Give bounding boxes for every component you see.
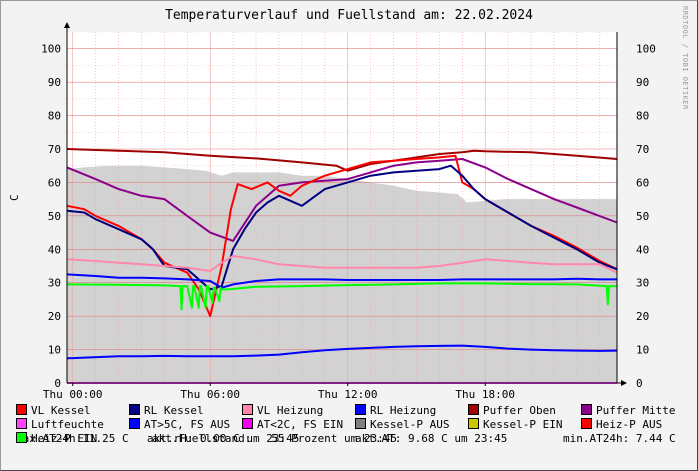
y-tick-label-right: 20: [636, 310, 649, 323]
legend-label: Kessel-P EIN: [483, 418, 563, 431]
legend-swatch: [129, 404, 140, 415]
legend-swatch: [16, 432, 27, 443]
legend-row: Luftfeuchte AT>5C, FS AUS AT<2C, FS EIN Kes…: [16, 418, 696, 432]
legend-label: Heiz-P EIN: [31, 432, 98, 445]
series-line-heiz-p-ein: [66, 282, 617, 311]
legend-swatch: [468, 418, 479, 429]
fuellstand-info: akt.Fuellstand: 55 Prozent um 23:45: [152, 432, 398, 445]
legend-swatch: [581, 418, 592, 429]
series-line-rl-kessel: [66, 164, 618, 291]
legend-row: max.AT24h:11.25 C akt.Fuellstand: 55 Pro…: [16, 432, 696, 446]
y-tick-label: 20: [48, 310, 61, 323]
y-tick-label-right: 100: [636, 43, 656, 56]
y-tick-label: 70: [48, 143, 61, 156]
y-tick-label: 100: [41, 43, 61, 56]
y-tick-label: 90: [48, 76, 61, 89]
legend-label: RL Kessel: [144, 404, 204, 417]
y-tick-label: 50: [48, 210, 61, 223]
legend-swatch: [129, 418, 140, 429]
legend-swatch: [355, 404, 366, 415]
y-tick-label: 10: [48, 344, 61, 357]
legend-item: AT>5C, FS AUS: [129, 418, 230, 431]
y-tick-label-right: 40: [636, 243, 649, 256]
y-tick-label: 60: [48, 176, 61, 189]
x-tick-label: Thu 18:00: [455, 388, 515, 400]
legend-item: Kessel-P AUS: [355, 418, 449, 431]
x-tick-label: Thu 00:00: [43, 388, 103, 400]
legend-item: RL Kessel: [129, 404, 204, 417]
chart-canvas: 0 0 10 10 20 20 30 30 40 40 50 50 60 60 70 70 80 80 90 90 10…: [41, 22, 656, 400]
legend-swatch: [242, 418, 253, 429]
legend-label: VL Kessel: [31, 404, 91, 417]
series-line-rl-heizung: [66, 273, 617, 289]
legend-item: Kessel-P EIN: [468, 418, 562, 431]
legend-item: Puffer Mitte: [581, 404, 675, 417]
y-axis-arrow: [64, 22, 70, 28]
y-tick-label: 80: [48, 110, 61, 123]
legend-label: Kessel-P AUS: [370, 418, 450, 431]
y-tick-label-right: 90: [636, 76, 649, 89]
y-tick-label-right: 80: [636, 110, 649, 123]
legend-swatch: [355, 418, 366, 429]
y-tick-label-right: 70: [636, 143, 649, 156]
min-at24h-info: min.AT24h: 7.44 C: [563, 432, 676, 445]
akt-rh-info: akt.rH: 0.00 C um 23:45: [147, 432, 300, 445]
fuellstand-area: [67, 165, 617, 383]
legend-swatch: [16, 418, 27, 429]
x-axis-arrow: [621, 380, 627, 386]
y-tick-label-right: 30: [636, 277, 649, 290]
x-tick-label: Thu 06:00: [180, 388, 240, 400]
chart-title: Temperaturverlauf und Fuellstand am: 22.…: [165, 8, 533, 23]
legend-item: Heiz-P AUS: [581, 418, 662, 431]
legend-item: RL Heizung: [355, 404, 436, 417]
y-tick-label-right: 0: [636, 377, 643, 390]
legend-label: Luftfeuchte: [31, 418, 104, 431]
y-tick-label-right: 50: [636, 210, 649, 223]
legend-label: Puffer Oben: [483, 404, 556, 417]
legend-item: Heiz-P EIN: [16, 432, 97, 445]
y-tick-label: 0: [54, 377, 61, 390]
y-tick-label: 30: [48, 277, 61, 290]
legend-swatch: [581, 404, 592, 415]
legend-label: Puffer Mitte: [596, 404, 676, 417]
plot-area: 0 0 10 10 20 20 30 30 40 40 50 50 60 60 70 70 80 80 90 90 10…: [41, 22, 656, 400]
legend-label: VL Heizung: [257, 404, 324, 417]
y-tick-label-right: 60: [636, 176, 649, 189]
legend-label: Heiz-P AUS: [596, 418, 663, 431]
legend: VL Kessel RL Kessel VL Heizung RL Heizung Pu…: [16, 404, 696, 446]
legend-row: VL Kessel RL Kessel VL Heizung RL Heizung Pu…: [16, 404, 696, 418]
legend-item: Puffer Oben: [468, 404, 556, 417]
legend-label: RL Heizung: [370, 404, 437, 417]
legend-item: AT<2C, FS EIN: [242, 418, 343, 431]
series-line-puffer-mitte: [66, 158, 618, 242]
legend-swatch: [468, 404, 479, 415]
legend-swatch: [242, 404, 253, 415]
max-at24h-info: max.AT24h:11.25 C: [16, 432, 129, 445]
akt-at-info: akt.AT: 9.68 C um 23:45: [355, 432, 508, 445]
series-line-at-aussentemperatur-: [66, 344, 618, 360]
legend-item: VL Heizung: [242, 404, 323, 417]
legend-item: VL Kessel: [16, 404, 91, 417]
watermark: RRDTOOL / TOBI OETIKER: [681, 6, 689, 110]
legend-item: Luftfeuchte: [16, 418, 104, 431]
legend-label: AT<2C, FS EIN: [257, 418, 344, 431]
legend-label: AT>5C, FS AUS: [144, 418, 231, 431]
series-line-vl-heizung: [66, 255, 618, 274]
legend-swatch: [16, 404, 27, 415]
y-tick-label-right: 10: [636, 344, 649, 357]
x-tick-label: Thu 12:00: [318, 388, 378, 400]
y-tick-label: 40: [48, 243, 61, 256]
